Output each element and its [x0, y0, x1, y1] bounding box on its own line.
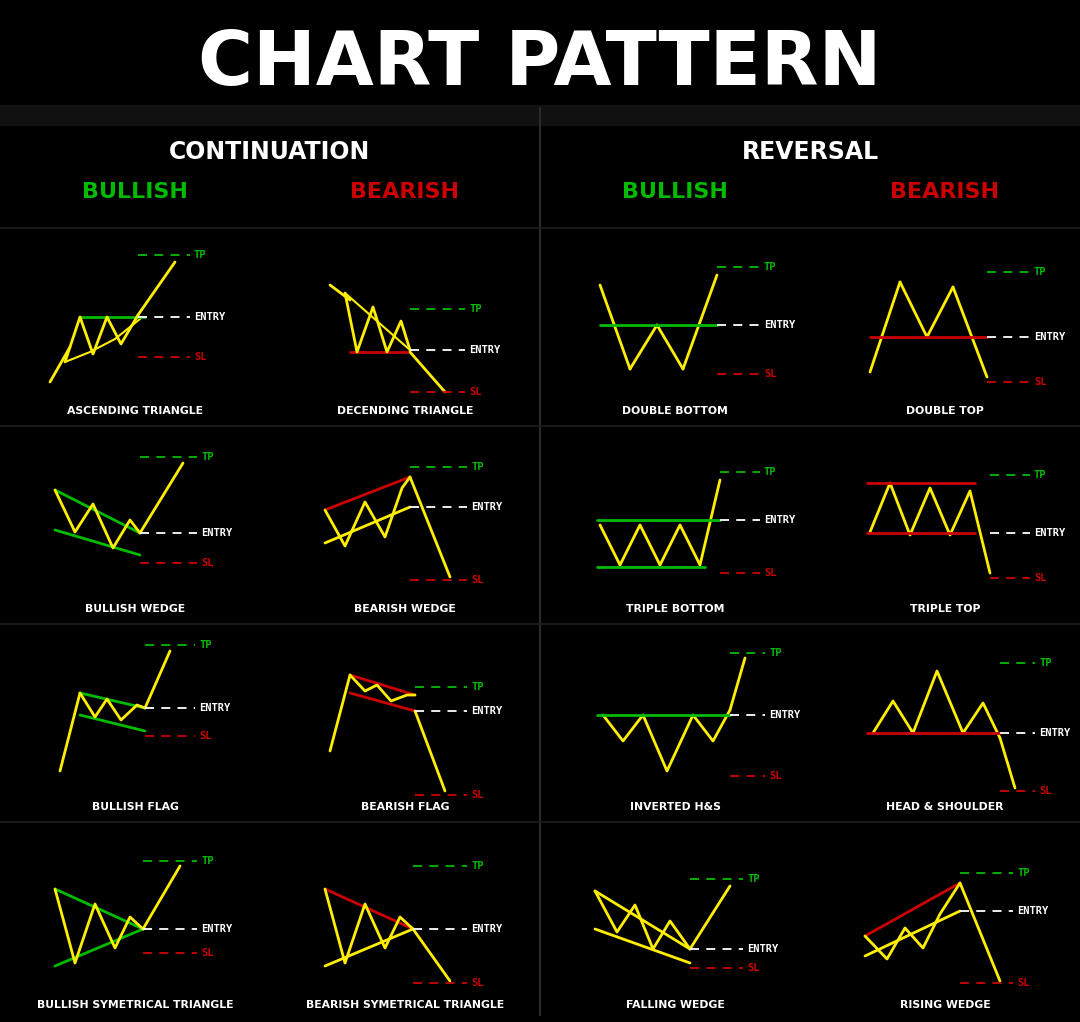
- Text: RISING WEDGE: RISING WEDGE: [900, 1000, 990, 1010]
- Text: BULLISH WEDGE: BULLISH WEDGE: [85, 604, 185, 614]
- Text: ENTRY: ENTRY: [1034, 528, 1065, 538]
- Text: SL: SL: [194, 352, 206, 362]
- Text: TP: TP: [201, 856, 214, 866]
- Text: BEARISH FLAG: BEARISH FLAG: [361, 802, 449, 812]
- Text: BEARISH: BEARISH: [351, 182, 459, 202]
- Text: TP: TP: [471, 682, 484, 692]
- Text: ENTRY: ENTRY: [747, 944, 779, 954]
- Text: SL: SL: [747, 963, 759, 973]
- Text: SL: SL: [471, 575, 484, 585]
- Text: BULLISH: BULLISH: [622, 182, 728, 202]
- Text: ENTRY: ENTRY: [764, 515, 795, 525]
- Text: SL: SL: [471, 978, 484, 988]
- Text: ENTRY: ENTRY: [1017, 905, 1049, 916]
- Text: CONTINUATION: CONTINUATION: [170, 140, 370, 164]
- Text: SL: SL: [1039, 786, 1052, 796]
- Text: BEARISH: BEARISH: [891, 182, 999, 202]
- Text: ENTRY: ENTRY: [199, 703, 230, 713]
- Text: TP: TP: [471, 462, 484, 472]
- Text: TRIPLE BOTTOM: TRIPLE BOTTOM: [625, 604, 725, 614]
- Text: TP: TP: [194, 250, 206, 260]
- Text: ENTRY: ENTRY: [769, 710, 800, 721]
- Text: CHART PATTERN: CHART PATTERN: [199, 29, 881, 101]
- Text: FALLING WEDGE: FALLING WEDGE: [625, 1000, 725, 1010]
- Text: BULLISH: BULLISH: [82, 182, 188, 202]
- Text: SL: SL: [469, 387, 482, 397]
- Text: ASCENDING TRIANGLE: ASCENDING TRIANGLE: [67, 406, 203, 416]
- Text: REVERSAL: REVERSAL: [742, 140, 878, 164]
- Text: BULLISH SYMETRICAL TRIANGLE: BULLISH SYMETRICAL TRIANGLE: [37, 1000, 233, 1010]
- Text: SL: SL: [764, 369, 777, 379]
- Text: SL: SL: [764, 568, 777, 578]
- Text: TP: TP: [747, 874, 759, 884]
- Text: TP: TP: [764, 262, 777, 272]
- Text: DECENDING TRIANGLE: DECENDING TRIANGLE: [337, 406, 473, 416]
- Bar: [0, 105, 1080, 125]
- Text: TP: TP: [471, 861, 484, 871]
- Text: BEARISH WEDGE: BEARISH WEDGE: [354, 604, 456, 614]
- Text: SL: SL: [471, 790, 484, 800]
- Text: TP: TP: [1034, 470, 1047, 480]
- Text: SL: SL: [199, 731, 212, 741]
- Text: SL: SL: [1034, 573, 1047, 583]
- Text: ENTRY: ENTRY: [1039, 728, 1070, 738]
- Text: SL: SL: [769, 771, 782, 781]
- Text: DOUBLE TOP: DOUBLE TOP: [906, 406, 984, 416]
- Text: TP: TP: [201, 452, 214, 462]
- Text: SL: SL: [201, 948, 214, 958]
- Text: BULLISH FLAG: BULLISH FLAG: [92, 802, 178, 812]
- Text: SL: SL: [1017, 978, 1029, 988]
- Text: TP: TP: [1017, 868, 1029, 878]
- Text: TP: TP: [1039, 658, 1052, 668]
- Text: TP: TP: [469, 304, 482, 314]
- Text: INVERTED H&S: INVERTED H&S: [630, 802, 720, 812]
- Text: TP: TP: [199, 640, 212, 650]
- Text: HEAD & SHOULDER: HEAD & SHOULDER: [887, 802, 1003, 812]
- Text: TP: TP: [764, 467, 777, 477]
- Text: ENTRY: ENTRY: [1034, 332, 1065, 342]
- Text: ENTRY: ENTRY: [469, 345, 500, 355]
- Text: TP: TP: [769, 648, 782, 658]
- Text: TRIPLE TOP: TRIPLE TOP: [909, 604, 981, 614]
- Text: TP: TP: [1034, 267, 1047, 277]
- Text: BEARISH SYMETRICAL TRIANGLE: BEARISH SYMETRICAL TRIANGLE: [306, 1000, 504, 1010]
- Text: SL: SL: [1034, 377, 1047, 387]
- Text: ENTRY: ENTRY: [471, 502, 502, 512]
- Text: ENTRY: ENTRY: [201, 528, 232, 538]
- Text: ENTRY: ENTRY: [471, 924, 502, 934]
- Text: DOUBLE BOTTOM: DOUBLE BOTTOM: [622, 406, 728, 416]
- Text: ENTRY: ENTRY: [471, 706, 502, 716]
- Text: ENTRY: ENTRY: [764, 320, 795, 330]
- Text: ENTRY: ENTRY: [201, 924, 232, 934]
- Text: ENTRY: ENTRY: [194, 312, 226, 322]
- Text: SL: SL: [201, 558, 214, 568]
